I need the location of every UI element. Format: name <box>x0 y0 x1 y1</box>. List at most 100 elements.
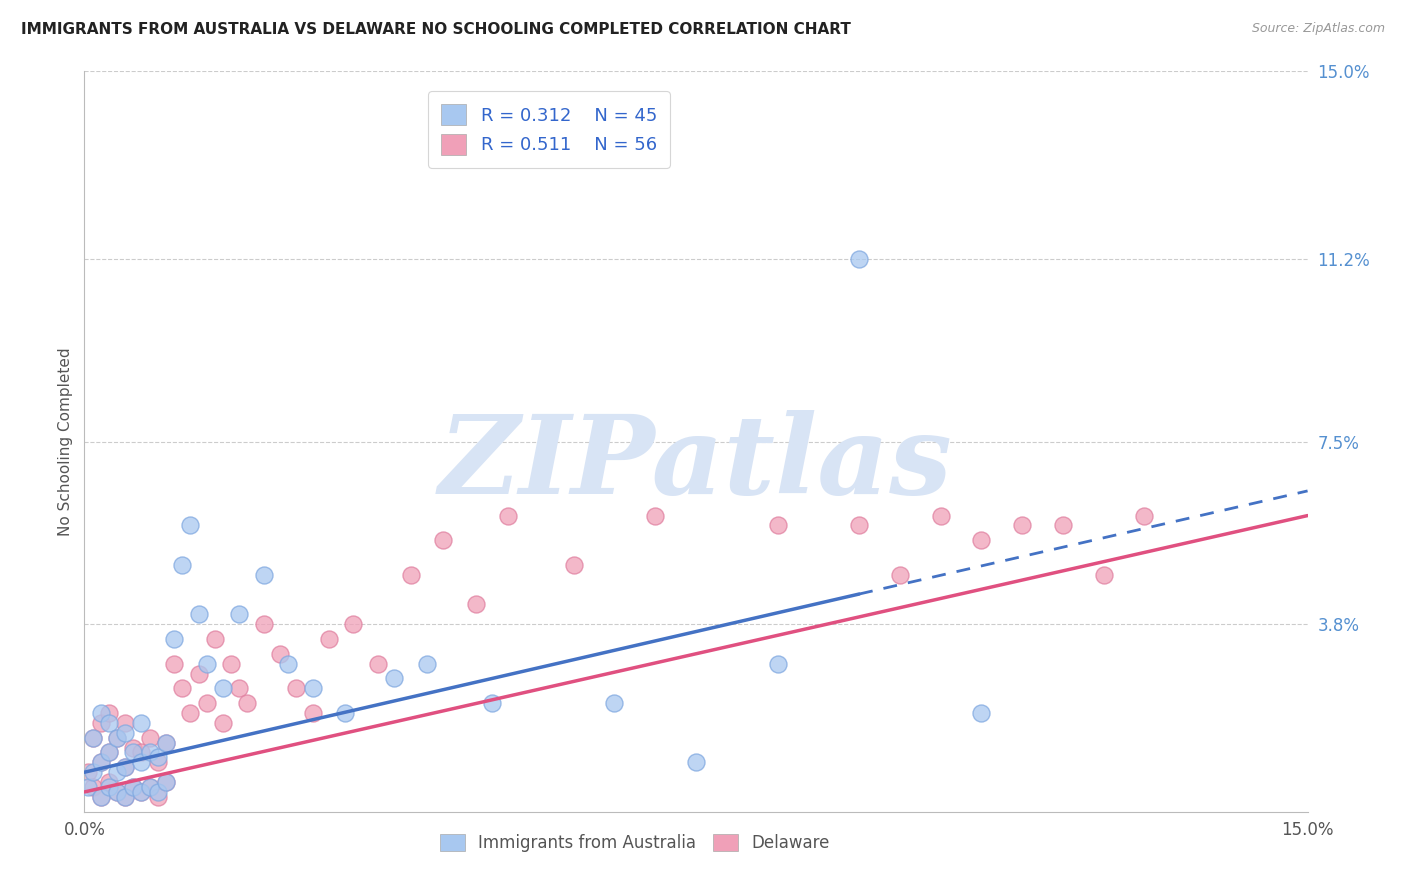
Point <box>114 715 136 730</box>
Point <box>228 607 250 622</box>
Point <box>603 696 626 710</box>
Point <box>105 731 128 745</box>
Point <box>848 518 870 533</box>
Point <box>114 789 136 804</box>
Point <box>253 567 276 582</box>
Point <box>146 785 169 799</box>
Point <box>97 706 120 720</box>
Point <box>195 696 218 710</box>
Point <box>342 617 364 632</box>
Point <box>82 731 104 745</box>
Text: Source: ZipAtlas.com: Source: ZipAtlas.com <box>1251 22 1385 36</box>
Point <box>481 696 503 710</box>
Point <box>172 558 194 572</box>
Point <box>131 715 153 730</box>
Point <box>138 780 160 794</box>
Point <box>219 657 242 671</box>
Point <box>105 765 128 780</box>
Point <box>212 681 235 696</box>
Point <box>179 518 201 533</box>
Point <box>155 736 177 750</box>
Point <box>382 672 405 686</box>
Point <box>212 715 235 730</box>
Point <box>253 617 276 632</box>
Point <box>122 740 145 755</box>
Text: ZIPatlas: ZIPatlas <box>439 410 953 517</box>
Point <box>97 746 120 760</box>
Y-axis label: No Schooling Completed: No Schooling Completed <box>58 347 73 536</box>
Point <box>122 780 145 794</box>
Point <box>131 746 153 760</box>
Point <box>464 598 486 612</box>
Point <box>179 706 201 720</box>
Point <box>114 760 136 774</box>
Point <box>228 681 250 696</box>
Point <box>1011 518 1033 533</box>
Point <box>848 252 870 266</box>
Point <box>122 780 145 794</box>
Point <box>1133 508 1156 523</box>
Point <box>172 681 194 696</box>
Point <box>766 518 789 533</box>
Point <box>114 725 136 739</box>
Point <box>105 785 128 799</box>
Point <box>138 780 160 794</box>
Point <box>163 632 186 646</box>
Point <box>146 750 169 764</box>
Point <box>187 666 209 681</box>
Point <box>685 756 707 770</box>
Point <box>90 789 112 804</box>
Point <box>82 780 104 794</box>
Point <box>269 647 291 661</box>
Point <box>97 780 120 794</box>
Point <box>1052 518 1074 533</box>
Point <box>236 696 259 710</box>
Point <box>114 789 136 804</box>
Point <box>498 508 520 523</box>
Point <box>318 632 340 646</box>
Point <box>122 746 145 760</box>
Point <box>301 681 323 696</box>
Point <box>146 789 169 804</box>
Point <box>970 533 993 548</box>
Point <box>105 785 128 799</box>
Point <box>138 731 160 745</box>
Point <box>90 756 112 770</box>
Point <box>432 533 454 548</box>
Point <box>138 746 160 760</box>
Point <box>146 756 169 770</box>
Point <box>131 785 153 799</box>
Point <box>335 706 357 720</box>
Point <box>416 657 439 671</box>
Point <box>90 789 112 804</box>
Point <box>155 736 177 750</box>
Point <box>399 567 422 582</box>
Point <box>285 681 308 696</box>
Legend: Immigrants from Australia, Delaware: Immigrants from Australia, Delaware <box>433 828 837 859</box>
Point <box>644 508 666 523</box>
Point <box>155 775 177 789</box>
Point <box>77 765 100 780</box>
Point <box>90 706 112 720</box>
Point <box>195 657 218 671</box>
Point <box>114 760 136 774</box>
Point <box>204 632 226 646</box>
Point <box>155 775 177 789</box>
Point <box>277 657 299 671</box>
Point <box>90 756 112 770</box>
Point <box>82 765 104 780</box>
Point <box>562 558 585 572</box>
Text: IMMIGRANTS FROM AUSTRALIA VS DELAWARE NO SCHOOLING COMPLETED CORRELATION CHART: IMMIGRANTS FROM AUSTRALIA VS DELAWARE NO… <box>21 22 851 37</box>
Point <box>301 706 323 720</box>
Point <box>97 746 120 760</box>
Point <box>1092 567 1115 582</box>
Point <box>929 508 952 523</box>
Point <box>367 657 389 671</box>
Point <box>82 731 104 745</box>
Point <box>105 731 128 745</box>
Point <box>131 756 153 770</box>
Point <box>766 657 789 671</box>
Point <box>970 706 993 720</box>
Point <box>90 715 112 730</box>
Point <box>889 567 911 582</box>
